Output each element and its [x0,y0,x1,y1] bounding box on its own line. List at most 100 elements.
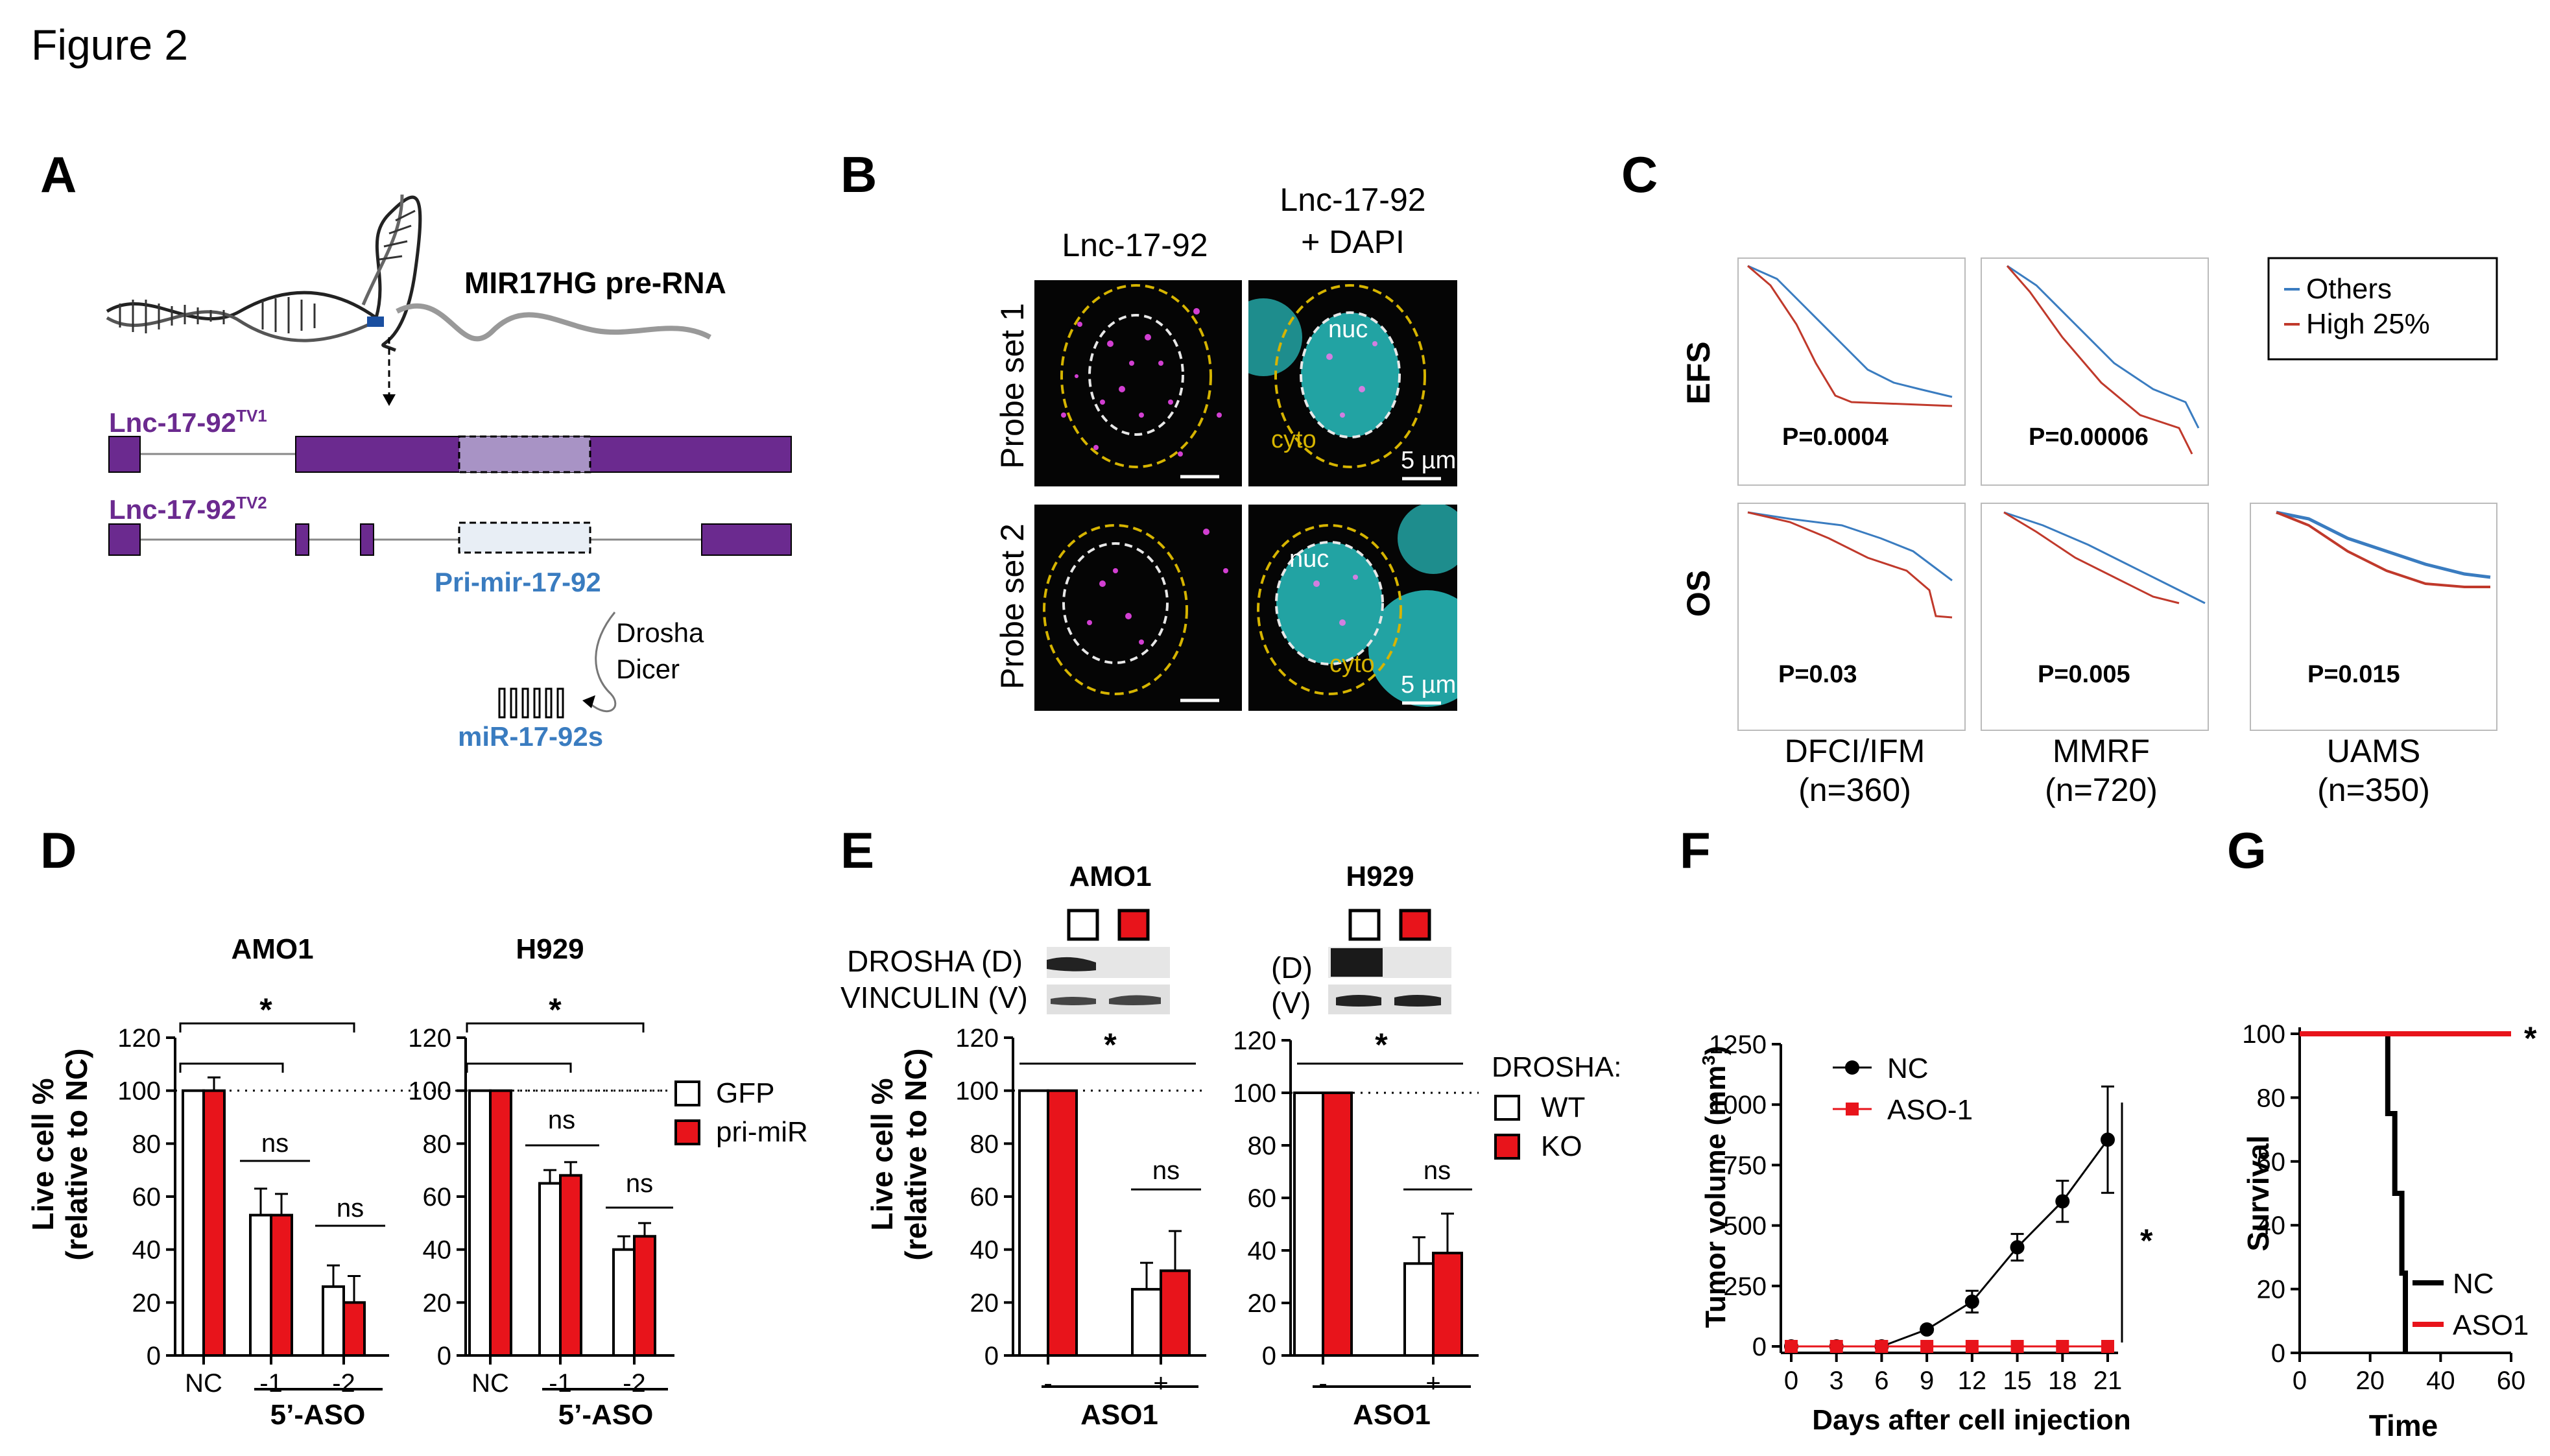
ns-label: ns [626,1169,653,1198]
y-tick-label: 0 [1752,1333,1767,1361]
wt-square [1348,909,1381,941]
row-efs-label: EFS [1680,341,1717,404]
dicer-label: Dicer [616,654,680,684]
panel-label-e: E [840,822,874,879]
drosha-label: Drosha [616,617,704,648]
pre-rna-label: MIR17HG pre-RNA [464,266,726,300]
pri-label: Pri-mir-17-92 [435,567,601,597]
star: * [1375,1027,1388,1063]
y-tick-label: 100 [2242,1020,2285,1049]
col2-header-line1: Lnc-17-92 [1280,182,1425,218]
data-point [2010,1340,2024,1353]
y-tick-label: 60 [1248,1184,1277,1213]
d-xaxis-label: 5’-ASO [270,1399,366,1431]
data-point [1875,1340,1889,1353]
chart-title: AMO1 [1069,861,1151,892]
data-point [1965,1340,1979,1353]
y-tick-label: 80 [2257,1084,2286,1112]
y-tick-label: 1250 [1709,1031,1767,1059]
row2-label: Probe set 2 [994,523,1031,689]
col2-header-line2: + DAPI [1301,224,1405,260]
cohort-name: MMRF [2053,733,2150,769]
arrow-head-icon [383,394,396,406]
ns-label: ns [261,1129,289,1158]
tv2-exon-3 [360,523,374,556]
bar [1403,1262,1435,1357]
y-tick-label: 40 [2257,1211,2286,1240]
y-tick-label: 100 [1233,1079,1276,1108]
col1-header: Lnc-17-92 [1062,227,1208,263]
legend-d: GFP pri-miR [674,1077,808,1148]
data-point [1785,1340,1798,1353]
data-point [1920,1322,1935,1337]
panel-c: EFS OS P=0.0004 P=0.00006 Others High 25… [1680,257,2498,808]
y-tick-label: 100 [117,1077,161,1106]
km-efs-mmrf: P=0.00006 [1981,257,2209,486]
row-os-label: OS [1680,570,1717,617]
y-tick-label: 0 [984,1342,999,1370]
x-tick-label: 18 [2048,1366,2077,1395]
star: * [259,992,272,1028]
km-os-mmrf: P=0.005 [1981,503,2209,731]
nuc-label: nuc [1289,545,1329,573]
x-tick-label: 20 [2355,1366,2385,1395]
survival-curve [2300,1031,2408,1353]
y-tick-label: 20 [1248,1289,1277,1318]
d-ylabel-2: (relative to NC) [60,1048,93,1260]
chart-d-amo1: 0 20 40 60 80 100 120 AMO1 NC -1 -2 [117,933,668,1398]
star: * [549,992,562,1028]
ns-label: ns [337,1194,364,1223]
g-ylabel: Survival [2241,1136,2275,1252]
legend-marker [1845,1060,1859,1075]
legend-nc: NC [2453,1268,2494,1300]
data-point [1829,1340,1843,1353]
pvalue: P=0.005 [2038,661,2130,688]
ns-label: ns [548,1106,575,1134]
y-tick-label: 120 [955,1024,999,1053]
y-tick-label: 120 [408,1024,451,1053]
data-point [2101,1340,2114,1353]
e-significance: * ns * ns [1019,1027,1472,1191]
legend-primir: pri-miR [716,1116,808,1148]
x-tick-label: 40 [2426,1366,2455,1395]
ns-label: ns [1152,1156,1180,1185]
legend-marker [1846,1103,1859,1116]
x-tick-label: - [1318,1369,1327,1398]
e-xaxis-label: ASO1 [1080,1399,1158,1431]
mirna-icon [498,687,564,719]
chart-e-amo1: 0 20 40 60 80 100 120 AMO1 - + [955,861,1206,1398]
figure-title: Figure 2 [31,21,188,69]
legend-ko: KO [1541,1130,1582,1162]
bar [249,1213,272,1357]
legend-c: Others High 25% [2267,257,2498,361]
image-probe2-dapi: nuc cyto 5 µm [1248,505,1457,711]
bar [1160,1269,1191,1357]
y-tick-label: 750 [1723,1151,1767,1180]
y-tick-label: 40 [970,1236,999,1265]
panel-d: Live cell % (relative to NC) 0 20 40 60 80 10… [26,933,808,1431]
y-tick-label: 0 [437,1342,451,1370]
chart-e-h929: 0 20 40 60 80 100 120 H929 - + [1233,861,1479,1398]
x-tick-label: 12 [1958,1366,1987,1395]
chart-g: 0 20 40 60 80 100 0 20 40 60 NC ASO1 [2242,1020,2529,1395]
scale-label: 5 µm [1401,671,1456,698]
bar [1131,1287,1162,1357]
image-probe1-lnc [1034,280,1242,486]
legend-others: Others [2306,273,2392,305]
bar [468,1089,492,1357]
western-blot-amo1 [1047,947,1170,1014]
panel-label-c: C [1621,146,1658,203]
y-tick-label: 20 [2257,1276,2286,1304]
x-tick-label: -2 [332,1369,355,1398]
data-point [1964,1295,1979,1309]
y-tick-label: 80 [1248,1132,1277,1160]
y-tick-label: 120 [1233,1027,1276,1055]
x-tick-label: -2 [623,1369,646,1398]
tv2-label: Lnc-17-92TV2 [109,493,267,525]
bar [612,1248,636,1357]
panel-label-g: G [2227,822,2267,879]
y-tick-label: 40 [423,1236,452,1265]
row1-label: Probe set 1 [994,303,1031,469]
